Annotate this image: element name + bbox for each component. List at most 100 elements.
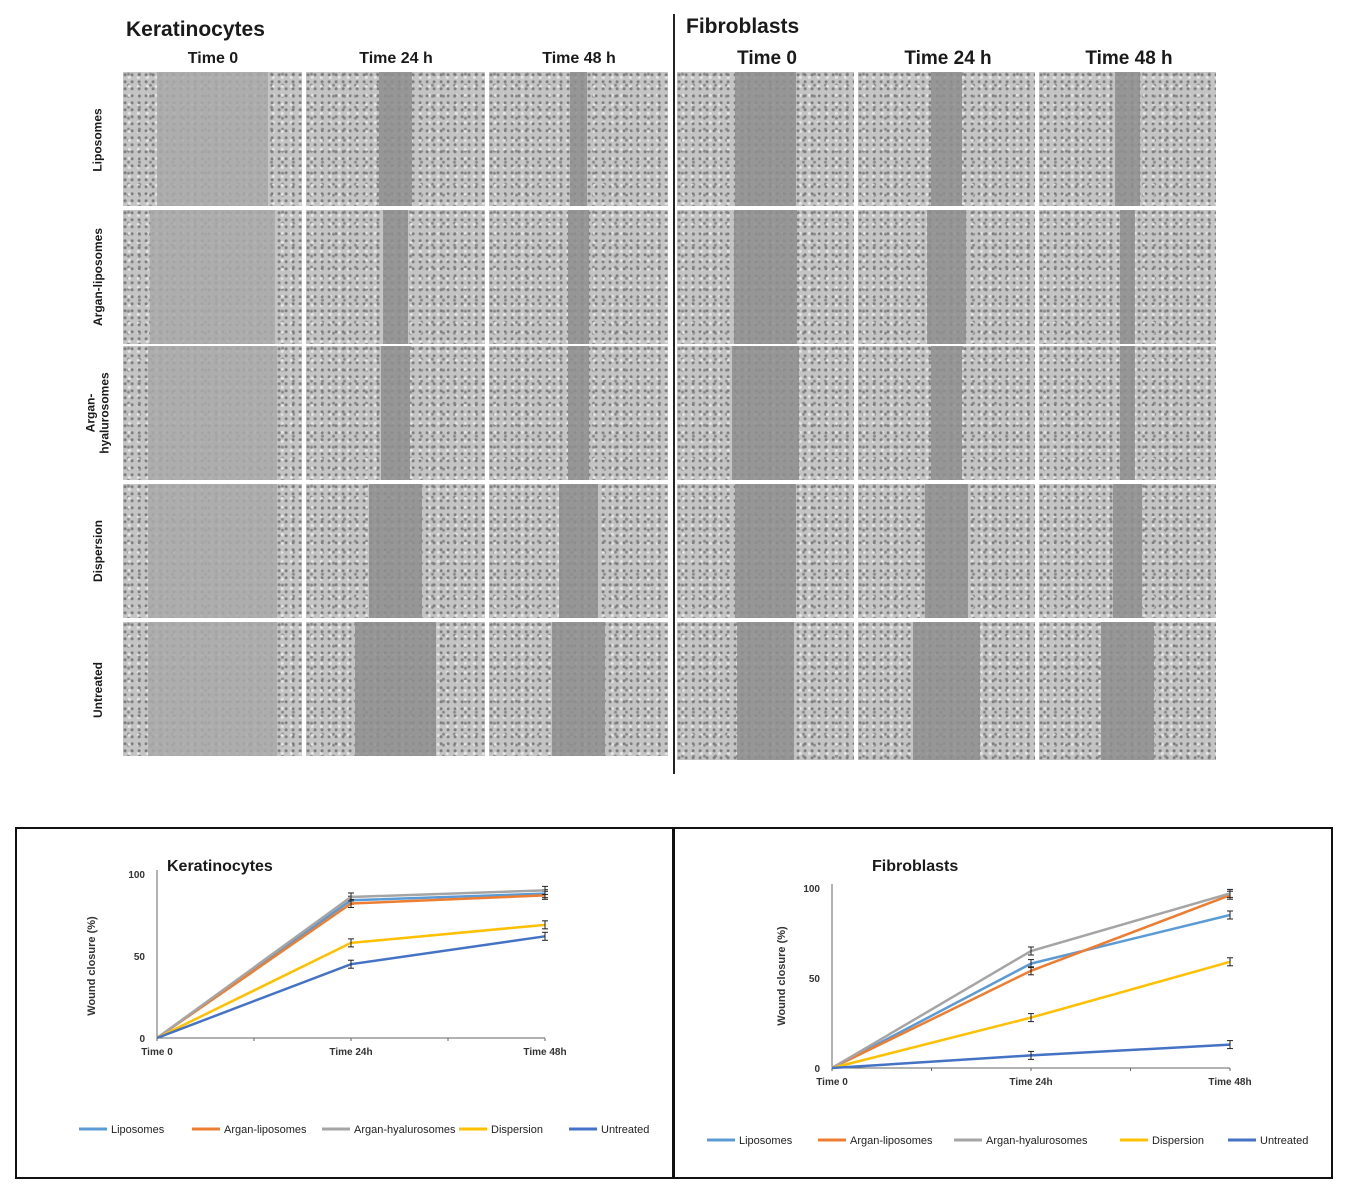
wound-gap [737,622,794,760]
fibroblast-micrograph-untreated-time24 [858,622,1035,760]
keratinocyte-micrograph-dispersion-time48 [489,484,668,618]
legend-label-liposomes: Liposomes [111,1124,165,1136]
keratinocyte-micrograph-liposomes-time48 [489,72,668,206]
fibroblast-col-time24: Time 24 h [904,48,992,69]
wound-gap [735,72,796,206]
figure-divider [673,14,675,774]
fibroblast-col-time48: Time 48 h [1085,48,1173,69]
legend-label-argan-hyalurosomes: Argan-hyalurosomes [354,1124,456,1136]
row-label-liposomes: Liposomes [91,108,106,172]
keratinocyte-col-time24: Time 24 h [359,50,433,67]
keratinocyte-micrograph-untreated-time48 [489,622,668,756]
wound-gap [149,210,276,344]
fibroblast-micrograph-argan-liposomes-time48 [1039,210,1216,344]
keratinocyte-micrograph-argan-liposomes-time24 [306,210,485,344]
row-label-dispersion: Dispersion [91,519,106,583]
legend-label-argan-liposomes: Argan-liposomes [850,1135,933,1147]
wound-gap [567,346,590,480]
keratinocyte-micrograph-argan-hyalurosomes-time48 [489,346,668,480]
fibroblasts-title: Fibroblasts [686,15,800,38]
keratinocyte-micrograph-argan-liposomes-time48 [489,210,668,344]
x-tick-label: Time 48h [1208,1077,1251,1088]
fibroblast-micrograph-untreated-time48 [1039,622,1216,760]
wound-gap [381,346,410,480]
keratinocytes-chart-panel: Keratinocytes 0 50 100 Time 0 Time 24h Time 48… [15,827,674,1179]
fibroblast-micrograph-argan-liposomes-time24 [858,210,1035,344]
wound-gap [735,484,796,618]
keratinocyte-col-time0: Time 0 [187,50,239,67]
legend-label-untreated: Untreated [601,1124,649,1136]
keratinocyte-micrograph-liposomes-time24 [306,72,485,206]
wound-gap [157,72,268,206]
keratinocyte-micrograph-dispersion-time0 [123,484,302,618]
x-tick-label: Time 0 [141,1047,173,1058]
x-tick-label: Time 48h [523,1047,566,1058]
y-tick-label: 50 [134,952,146,963]
wound-gap [927,210,966,344]
wound-gap [567,210,590,344]
y-axis-label: Wound closure (%) [776,926,788,1026]
fibroblast-micrograph-liposomes-time0 [677,72,854,206]
wound-gap [558,484,599,618]
x-tick-label: Time 24h [329,1047,372,1058]
x-tick-label: Time 24h [1009,1077,1052,1088]
wound-gap [569,72,588,206]
y-tick-label: 50 [809,974,821,985]
fibroblast-micrograph-untreated-time0 [677,622,854,760]
wound-gap [731,346,800,480]
wound-gap [148,622,277,756]
legend-label-untreated: Untreated [1260,1135,1308,1147]
wound-gap [1113,484,1142,618]
legend-label-dispersion: Dispersion [1152,1135,1204,1147]
keratinocyte-micrograph-liposomes-time0 [123,72,302,206]
wound-gap [382,210,409,344]
wound-gap [1115,72,1140,206]
wound-gap [368,484,423,618]
keratinocyte-micrograph-argan-liposomes-time0 [123,210,302,344]
y-axis-label: Wound closure (%) [86,916,98,1016]
fibroblast-micrograph-liposomes-time48 [1039,72,1216,206]
keratinocyte-micrograph-argan-hyalurosomes-time0 [123,346,302,480]
y-tick-label: 100 [128,870,145,881]
fibroblast-micrograph-dispersion-time24 [858,484,1035,618]
row-label-argan-liposomes: Argan-liposomes [91,227,106,327]
fibroblast-micrograph-dispersion-time48 [1039,484,1216,618]
row-label-argan-hyalurosomes: Argan- hyalurosomes [84,372,112,454]
wound-gap [379,72,412,206]
fibroblasts-chart: Fibroblasts 0 50 100 Time 0 Time 24h Time 48h W… [707,858,1308,1147]
y-tick-label: 0 [814,1064,820,1075]
keratinocytes-chart-title: Keratinocytes [167,858,273,875]
series-line-liposomes [831,913,1231,1070]
y-tick-label: 0 [139,1034,145,1045]
series-line-argan-liposomes [831,894,1231,1070]
fibroblast-col-time0: Time 0 [737,48,797,69]
wound-gap [925,484,968,618]
wound-gap [1120,210,1135,344]
keratinocyte-micrograph-argan-hyalurosomes-time24 [306,346,485,480]
keratinocytes-title: Keratinocytes [126,18,265,41]
legend-label-liposomes: Liposomes [739,1135,793,1147]
fibroblast-micrograph-argan-hyalurosomes-time48 [1039,346,1216,480]
x-tick-label: Time 0 [816,1077,848,1088]
wound-gap [912,622,981,760]
fibroblast-micrograph-argan-hyalurosomes-time24 [858,346,1035,480]
row-label-untreated: Untreated [91,661,106,719]
legend-label-argan-liposomes: Argan-liposomes [224,1124,307,1136]
keratinocyte-micrograph-dispersion-time24 [306,484,485,618]
series-line-argan-hyalurosomes [831,892,1231,1070]
wound-gap [148,484,277,618]
fibroblasts-chart-title: Fibroblasts [872,858,958,875]
wound-gap [148,346,277,480]
legend-label-dispersion: Dispersion [491,1124,543,1136]
keratinocyte-col-time48: Time 48 h [542,50,616,67]
wound-gap [1100,622,1155,760]
fibroblasts-chart-panel: Fibroblasts 0 50 100 Time 0 Time 24h Time 48h W… [673,827,1333,1179]
keratinocyte-micrograph-untreated-time0 [123,622,302,756]
keratinocyte-micrograph-untreated-time24 [306,622,485,756]
fibroblast-micrograph-liposomes-time24 [858,72,1035,206]
wound-gap [733,210,798,344]
fibroblast-micrograph-dispersion-time0 [677,484,854,618]
y-tick-label: 100 [803,884,820,895]
series-line-untreated [156,935,546,1040]
keratinocytes-chart: Keratinocytes 0 50 100 Time 0 Time 24h Time 48… [79,858,649,1136]
